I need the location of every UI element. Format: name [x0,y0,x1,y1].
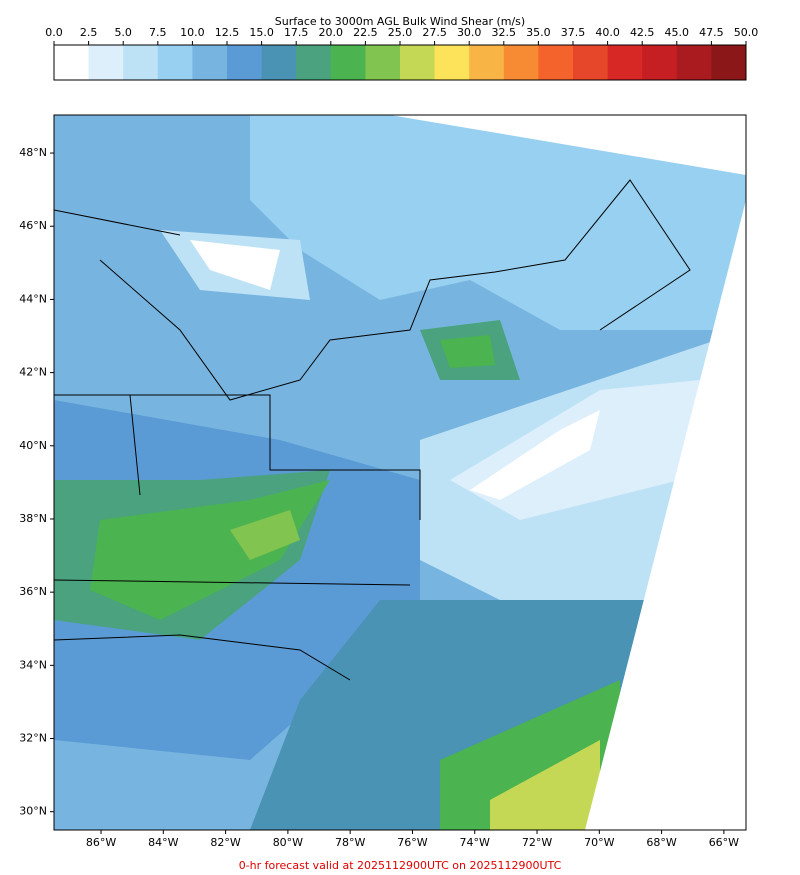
colorbar-swatch [676,45,712,80]
colorbar-swatch [538,45,574,80]
colorbar-tick-label: 35.0 [526,26,551,39]
y-tick-label: 46°N [19,219,47,232]
colorbar-swatch [365,45,401,80]
colorbar-swatch [261,45,297,80]
colorbar-tick-label: 5.0 [114,26,132,39]
colorbar-swatch [296,45,332,80]
colorbar-tick-label: 45.0 [665,26,690,39]
colorbar-swatch [434,45,470,80]
colorbar-swatch [573,45,609,80]
y-tick-label: 34°N [19,658,47,671]
colorbar-swatch [330,45,366,80]
colorbar-swatch [607,45,643,80]
x-tick-label: 82°W [210,836,240,849]
colorbar-tick-label: 50.0 [734,26,759,39]
y-tick-label: 44°N [19,292,47,305]
x-tick-label: 72°W [522,836,552,849]
colorbar-swatch [88,45,124,80]
colorbar-swatch [157,45,193,80]
y-tick-label: 42°N [19,366,47,379]
colorbar-tick-label: 40.0 [595,26,620,39]
colorbar-swatch [642,45,678,80]
colorbar-tick-label: 22.5 [353,26,378,39]
map-frame [53,114,747,831]
x-tick-label: 76°W [397,836,427,849]
x-tick-label: 70°W [584,836,614,849]
y-tick-label: 32°N [19,732,47,745]
footer: 0-hr forecast valid at 2025112900UTC on … [239,859,562,872]
colorbar-tick-label: 10.0 [180,26,205,39]
y-tick-label: 30°N [19,805,47,818]
colorbar-tick-label: 27.5 [422,26,447,39]
x-tick-label: 66°W [709,836,739,849]
colorbar-swatch [711,45,747,80]
colorbar-tick-label: 30.0 [457,26,482,39]
x-tick-label: 84°W [148,836,178,849]
colorbar-tick-label: 0.0 [45,26,63,39]
x-tick-label: 68°W [646,836,676,849]
y-tick-label: 48°N [19,146,47,159]
colorbar-tick-label: 7.5 [149,26,167,39]
colorbar-swatch [400,45,436,80]
colorbar-swatch [469,45,505,80]
colorbar-tick-label: 2.5 [80,26,98,39]
colorbar-tick-label: 42.5 [630,26,655,39]
colorbar-swatch [192,45,228,80]
colorbar-tick-label: 47.5 [699,26,724,39]
colorbar-swatch [503,45,539,80]
y-tick-label: 36°N [19,585,47,598]
y-tick-label: 40°N [19,439,47,452]
x-tick-label: 80°W [273,836,303,849]
colorbar-tick-label: 32.5 [492,26,517,39]
colorbar [54,45,747,80]
colorbar-swatch [227,45,263,80]
colorbar-tick-label: 12.5 [215,26,240,39]
y-tick-label: 38°N [19,512,47,525]
x-tick-label: 86°W [86,836,116,849]
colorbar-swatch [123,45,159,80]
colorbar-title: Surface to 3000m AGL Bulk Wind Shear (m/… [275,15,525,28]
colorbar-tick-label: 20.0 [319,26,344,39]
colorbar-tick-label: 37.5 [561,26,586,39]
colorbar-tick-label: 17.5 [284,26,309,39]
colorbar-tick-label: 25.0 [388,26,413,39]
colorbar-tick-label: 15.0 [249,26,274,39]
x-tick-label: 78°W [335,836,365,849]
map-field [54,115,746,830]
x-tick-label: 74°W [460,836,490,849]
colorbar-swatch [54,45,90,80]
